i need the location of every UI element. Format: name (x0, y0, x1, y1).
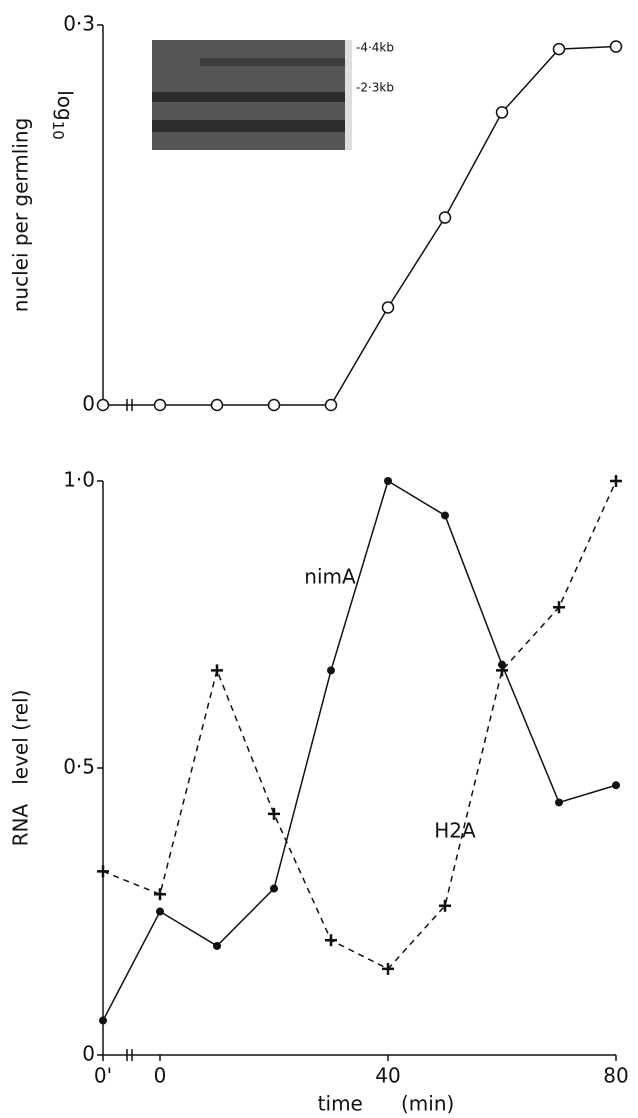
point (610, 475, 622, 487)
x-tick-label: 0 (154, 1064, 167, 1088)
point (154, 888, 166, 901)
point (156, 907, 164, 916)
x-tick-label: 80 (603, 1064, 628, 1088)
series-line (102, 479, 617, 1021)
point (495, 106, 509, 119)
point (327, 666, 335, 675)
point (381, 301, 395, 314)
point (384, 477, 392, 485)
point (439, 899, 451, 912)
x-tick-label: 0' (94, 1064, 112, 1088)
log: log (54, 90, 78, 121)
log-sub: 10 (50, 121, 68, 140)
point (438, 211, 452, 224)
gel-inset (152, 40, 352, 150)
series-line (103, 45, 617, 406)
series-line (102, 480, 617, 970)
y-tick-label: 0 (82, 392, 95, 416)
point (97, 865, 109, 878)
y-axis-label: RNA level (rel) (9, 690, 33, 847)
point (270, 884, 278, 893)
series-label: nimA (304, 565, 356, 589)
x-axis-label: time (min) (318, 1092, 455, 1116)
point (609, 40, 623, 53)
point (552, 42, 566, 56)
point (99, 1016, 107, 1025)
point (210, 398, 224, 412)
y-tick-label: 1·0 (63, 468, 95, 492)
axis-breaks (126, 399, 133, 1061)
point (325, 934, 337, 947)
point (612, 781, 620, 790)
point (324, 398, 338, 412)
point (496, 664, 508, 677)
y-tick-label: 0 (82, 1042, 95, 1066)
point (553, 601, 565, 614)
inset-label: -4·4kb (356, 41, 394, 55)
point (268, 807, 280, 820)
point (213, 941, 221, 950)
point (382, 962, 394, 975)
x-tick-label: 40 (375, 1064, 400, 1088)
series-label: H2A (434, 819, 476, 843)
point (441, 511, 449, 520)
y-axis-log: log10 (50, 90, 78, 140)
point (267, 398, 281, 412)
y-tick-label: 0·3 (63, 12, 95, 36)
inset-label: -2·3kb (356, 81, 394, 95)
point (96, 398, 110, 412)
y-tick-label: 0·5 (63, 755, 95, 779)
point (211, 664, 223, 677)
point (153, 398, 167, 412)
point (555, 798, 563, 807)
y-axis-label: nuclei per germling (9, 118, 33, 313)
